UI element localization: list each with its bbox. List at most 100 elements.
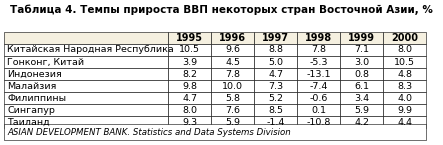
Bar	[297, 104, 340, 116]
Text: 8.2: 8.2	[183, 70, 197, 79]
Bar	[254, 80, 297, 92]
Bar	[4, 68, 168, 80]
Bar	[297, 80, 340, 92]
Bar	[383, 80, 426, 92]
Bar	[297, 32, 340, 44]
Bar	[340, 44, 383, 56]
Bar	[211, 104, 254, 116]
Bar	[4, 56, 168, 68]
Bar	[297, 116, 340, 128]
Text: 1997: 1997	[262, 33, 289, 43]
Text: Таблица 4. Темпы прироста ВВП некоторых стран Восточной Азии, %: Таблица 4. Темпы прироста ВВП некоторых …	[10, 4, 433, 15]
Text: -10.8: -10.8	[307, 118, 331, 127]
Bar	[168, 116, 211, 128]
Bar	[254, 44, 297, 56]
Text: -7.4: -7.4	[310, 82, 328, 91]
Bar	[254, 116, 297, 128]
Bar	[211, 56, 254, 68]
Text: 10.0: 10.0	[222, 82, 243, 91]
Text: 8.0: 8.0	[397, 46, 412, 55]
Bar	[340, 116, 383, 128]
Text: Филиппины: Филиппины	[7, 94, 66, 103]
Bar	[340, 32, 383, 44]
Text: 1996: 1996	[219, 33, 246, 43]
Bar	[297, 56, 340, 68]
Bar	[211, 92, 254, 104]
Bar	[297, 92, 340, 104]
Text: 8.8: 8.8	[268, 46, 283, 55]
Text: 10.5: 10.5	[394, 58, 415, 67]
Bar	[254, 56, 297, 68]
Bar	[383, 32, 426, 44]
Text: 8.3: 8.3	[397, 82, 412, 91]
Text: 8.5: 8.5	[268, 106, 283, 115]
Bar	[168, 92, 211, 104]
Bar	[4, 92, 168, 104]
Text: -5.3: -5.3	[310, 58, 328, 67]
Text: 9.9: 9.9	[397, 106, 412, 115]
Text: 5.8: 5.8	[225, 94, 240, 103]
Bar	[383, 44, 426, 56]
Bar	[254, 104, 297, 116]
Text: 8.0: 8.0	[183, 106, 197, 115]
Bar	[4, 32, 168, 44]
Text: 10.5: 10.5	[179, 46, 200, 55]
Bar	[340, 68, 383, 80]
Text: 3.0: 3.0	[354, 58, 369, 67]
Text: 2000: 2000	[391, 33, 418, 43]
Text: Гонконг, Китай: Гонконг, Китай	[7, 58, 84, 67]
Text: 7.1: 7.1	[354, 46, 369, 55]
Bar	[254, 32, 297, 44]
Text: 4.2: 4.2	[354, 118, 369, 127]
Text: 4.0: 4.0	[397, 94, 412, 103]
Bar	[211, 68, 254, 80]
Text: 9.6: 9.6	[225, 46, 240, 55]
Text: 1999: 1999	[348, 33, 375, 43]
Text: 7.3: 7.3	[268, 82, 284, 91]
Bar	[254, 92, 297, 104]
Text: -0.6: -0.6	[310, 94, 328, 103]
Bar	[340, 80, 383, 92]
Bar	[168, 80, 211, 92]
Text: 5.9: 5.9	[225, 118, 240, 127]
Bar	[211, 116, 254, 128]
Bar	[340, 92, 383, 104]
Bar	[4, 80, 168, 92]
Text: 4.4: 4.4	[397, 118, 412, 127]
Text: -1.4: -1.4	[267, 118, 285, 127]
Text: 1998: 1998	[305, 33, 332, 43]
Bar	[211, 80, 254, 92]
Text: 7.8: 7.8	[311, 46, 326, 55]
Text: 4.5: 4.5	[225, 58, 240, 67]
Text: 5.2: 5.2	[268, 94, 283, 103]
Text: 4.8: 4.8	[397, 70, 412, 79]
Bar	[297, 68, 340, 80]
Text: 1995: 1995	[176, 33, 203, 43]
Text: 6.1: 6.1	[354, 82, 369, 91]
Bar	[168, 44, 211, 56]
Text: 4.7: 4.7	[268, 70, 283, 79]
Bar	[340, 104, 383, 116]
Text: ASIAN DEVELOPMENT BANK. Statistics and Data Systems Division: ASIAN DEVELOPMENT BANK. Statistics and D…	[7, 128, 291, 137]
Text: Сингапур: Сингапур	[7, 106, 55, 115]
Bar	[211, 32, 254, 44]
Text: 9.3: 9.3	[182, 118, 198, 127]
Bar	[383, 92, 426, 104]
Text: 4.7: 4.7	[183, 94, 197, 103]
Bar	[254, 68, 297, 80]
Bar	[383, 68, 426, 80]
Bar	[168, 56, 211, 68]
Text: 5.9: 5.9	[354, 106, 369, 115]
Text: 0.1: 0.1	[311, 106, 326, 115]
Text: 7.8: 7.8	[225, 70, 240, 79]
Bar	[383, 104, 426, 116]
Text: Таиланд: Таиланд	[7, 118, 50, 127]
Text: 5.0: 5.0	[268, 58, 283, 67]
Bar	[4, 44, 168, 56]
Bar	[383, 116, 426, 128]
Bar	[297, 44, 340, 56]
Bar	[211, 44, 254, 56]
Bar	[4, 104, 168, 116]
Text: 0.8: 0.8	[354, 70, 369, 79]
Text: 7.6: 7.6	[225, 106, 240, 115]
